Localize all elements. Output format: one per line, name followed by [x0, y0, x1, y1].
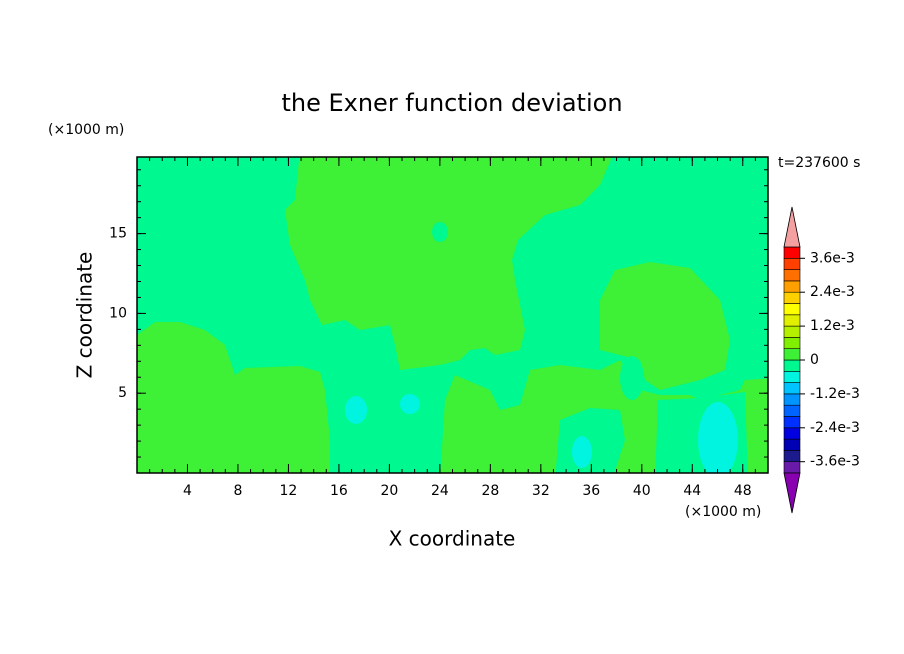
contour-fills: [137, 157, 768, 473]
y-tick-label: 15: [109, 226, 127, 242]
colorbar-box: [783, 359, 801, 372]
x-axis-label: X coordinate: [389, 527, 516, 551]
colorbar-over: [783, 206, 801, 248]
x-tick-label: 48: [734, 483, 752, 499]
colorbar-box: [783, 416, 801, 429]
colorbar-box: [783, 450, 801, 462]
contour-region: [285, 157, 612, 370]
colorbar-box: [783, 257, 801, 270]
colorbar-tick-label: -3.6e-3: [810, 454, 860, 470]
contour-region: [572, 436, 592, 468]
colorbar-tick-label: 2.4e-3: [810, 284, 855, 300]
colorbar-box: [783, 280, 801, 293]
contour-region: [345, 396, 367, 424]
chart-title: the Exner function deviation: [281, 89, 622, 117]
contour-region: [400, 394, 420, 414]
colorbar-box: [783, 337, 801, 349]
colorbar-box: [783, 314, 801, 327]
x-tick-label: 24: [431, 483, 449, 499]
x-tick-label: 44: [683, 483, 701, 499]
colorbar-tick-label: -2.4e-3: [810, 420, 860, 436]
colorbar-box: [783, 246, 801, 259]
x-tick-label: 12: [280, 483, 298, 499]
colorbar-box: [783, 393, 801, 406]
contour-region: [698, 402, 738, 473]
y-unit: (×1000 m): [48, 122, 124, 138]
contour-region: [620, 356, 644, 400]
colorbar-box: [783, 404, 801, 417]
colorbar-box: [783, 291, 801, 304]
y-tick-label: 5: [118, 385, 127, 401]
x-tick-label: 4: [183, 483, 192, 499]
colorbar-tick-label: 1.2e-3: [810, 318, 855, 334]
colorbar-box: [783, 348, 801, 361]
colorbar-box: [783, 370, 801, 383]
x-tick-label: 36: [582, 483, 600, 499]
x-tick-label: 16: [330, 483, 348, 499]
y-axis-label: Z coordinate: [73, 252, 97, 379]
x-tick-label: 28: [481, 483, 499, 499]
x-unit: (×1000 m): [685, 504, 761, 520]
colorbar-box: [783, 269, 801, 282]
colorbar-box: [783, 303, 801, 316]
colorbar-box: [783, 438, 801, 451]
colorbar-tick-label: 0: [810, 352, 819, 368]
x-tick-label: 32: [532, 483, 550, 499]
colorbar-tick-label: -1.2e-3: [810, 386, 860, 402]
colorbar-box: [783, 461, 801, 474]
contour-region: [137, 322, 330, 473]
colorbar-under: [783, 472, 801, 514]
colorbar-box: [783, 382, 801, 395]
x-tick-label: 40: [633, 483, 651, 499]
colorbar-box: [783, 325, 801, 338]
colorbar-tick-label: 3.6e-3: [810, 250, 855, 266]
contour-region: [432, 222, 448, 242]
annotation: t=237600 s: [778, 155, 860, 171]
y-tick-label: 10: [109, 305, 127, 321]
x-tick-label: 8: [233, 483, 242, 499]
colorbar-box: [783, 427, 801, 440]
x-tick-label: 20: [380, 483, 398, 499]
